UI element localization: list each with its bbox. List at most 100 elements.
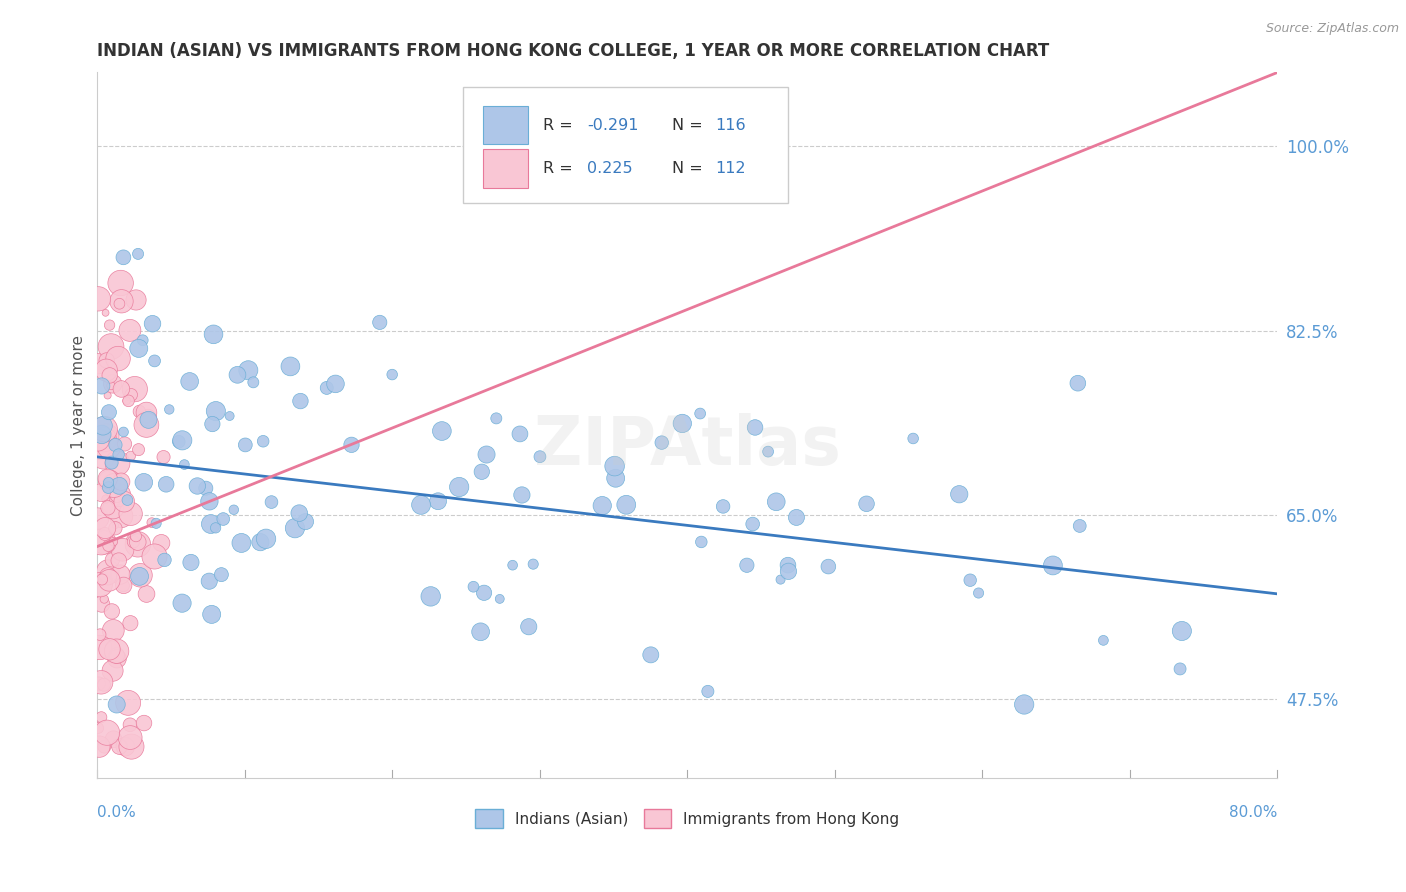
Point: [485, 411, 508, 425]
Point: [155, 477, 177, 491]
Point: [430, 424, 453, 438]
Point: [93, 422, 115, 436]
Point: [91, 573, 114, 587]
Point: [93, 592, 115, 607]
Legend: Indians (Asian), Immigrants from Hong Kong: Indians (Asian), Immigrants from Hong Ko…: [470, 803, 905, 834]
Text: -0.291: -0.291: [588, 118, 638, 133]
Point: [517, 620, 540, 634]
Point: [105, 488, 128, 502]
Point: [94, 491, 117, 506]
Point: [110, 508, 132, 523]
Text: 116: 116: [716, 118, 747, 133]
Point: [93, 451, 115, 466]
Text: 0.225: 0.225: [588, 161, 633, 177]
Point: [129, 568, 152, 582]
Point: [145, 516, 167, 531]
Point: [671, 417, 693, 431]
Point: [107, 456, 129, 470]
Point: [198, 574, 221, 589]
Bar: [484, 105, 529, 145]
Point: [112, 578, 135, 592]
Point: [463, 580, 485, 594]
Point: [97, 405, 120, 419]
Point: [194, 481, 217, 495]
Point: [118, 718, 141, 732]
Point: [409, 498, 432, 512]
Point: [120, 507, 142, 521]
Point: [103, 624, 125, 638]
Point: [110, 567, 132, 582]
Point: [1012, 698, 1035, 712]
Text: Source: ZipAtlas.com: Source: ZipAtlas.com: [1265, 22, 1399, 36]
Point: [107, 448, 129, 462]
Point: [340, 438, 363, 452]
Point: [107, 554, 129, 568]
Point: [105, 651, 128, 665]
Point: [101, 376, 124, 391]
Point: [449, 480, 471, 494]
Point: [90, 675, 112, 690]
Point: [94, 521, 117, 535]
Point: [284, 521, 307, 535]
Text: N =: N =: [672, 161, 709, 177]
Point: [209, 567, 232, 582]
Point: [93, 739, 115, 754]
Point: [103, 732, 125, 747]
Point: [778, 564, 800, 578]
Point: [100, 340, 122, 354]
Point: [141, 516, 163, 530]
Point: [212, 512, 235, 526]
Point: [1067, 376, 1090, 391]
Text: 0.0%: 0.0%: [97, 805, 136, 820]
Point: [603, 459, 626, 474]
Point: [502, 558, 524, 573]
Point: [204, 521, 226, 535]
Text: R =: R =: [544, 118, 578, 133]
Point: [605, 471, 627, 485]
Point: [591, 499, 613, 513]
Point: [104, 521, 127, 535]
Point: [101, 501, 124, 516]
Point: [1092, 633, 1115, 648]
Point: [1042, 558, 1064, 573]
Point: [97, 564, 120, 578]
Point: [201, 417, 224, 431]
Point: [614, 498, 637, 512]
Point: [90, 535, 112, 549]
Point: [136, 410, 159, 425]
Point: [124, 382, 146, 396]
FancyBboxPatch shape: [463, 87, 787, 203]
Point: [233, 438, 256, 452]
Point: [87, 721, 110, 735]
Point: [98, 642, 121, 657]
Point: [96, 725, 118, 739]
Point: [105, 648, 128, 663]
Point: [97, 472, 120, 486]
Point: [948, 487, 970, 501]
Point: [87, 292, 110, 306]
Point: [238, 363, 260, 377]
Point: [200, 516, 222, 531]
Text: 112: 112: [716, 161, 747, 177]
Point: [105, 644, 128, 658]
Point: [179, 375, 201, 389]
Point: [122, 534, 145, 549]
Point: [128, 569, 150, 583]
Point: [290, 394, 312, 409]
Point: [107, 351, 129, 366]
Point: [103, 534, 125, 549]
Point: [427, 494, 450, 508]
Point: [105, 698, 128, 712]
Point: [153, 553, 176, 567]
Point: [1069, 519, 1091, 533]
Point: [776, 558, 799, 573]
Point: [120, 388, 142, 402]
Point: [104, 495, 127, 509]
Point: [690, 535, 713, 549]
Point: [110, 382, 132, 396]
Point: [260, 495, 283, 509]
Point: [120, 731, 142, 745]
Point: [104, 438, 127, 452]
Point: [114, 437, 136, 451]
Point: [170, 596, 193, 610]
